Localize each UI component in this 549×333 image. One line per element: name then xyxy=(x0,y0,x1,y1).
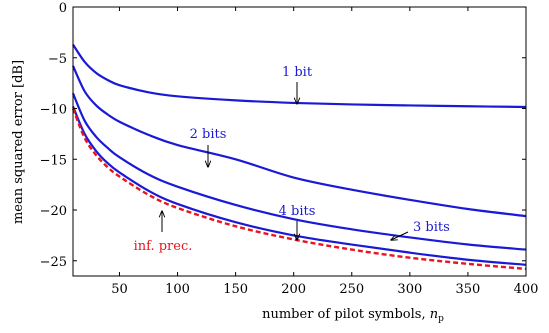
series-line-4 xyxy=(71,108,527,271)
x-tick-label: 150 xyxy=(223,282,248,297)
annotation-label: 1 bit xyxy=(282,65,313,80)
annotation-label: 3 bits xyxy=(413,220,450,235)
x-axis-label: number of pilot symbols, np xyxy=(262,307,444,324)
y-tick-label: −5 xyxy=(48,52,67,67)
x-tick-label: 100 xyxy=(165,282,190,297)
plot-frame xyxy=(72,6,527,277)
x-tick-label: 350 xyxy=(456,282,481,297)
x-tick-label: 400 xyxy=(514,282,539,297)
x-tick-label: 300 xyxy=(397,282,422,297)
x-axis-label-symbol: n xyxy=(430,307,438,322)
y-tick-label: −20 xyxy=(40,204,67,219)
series-line-3 xyxy=(71,106,527,266)
annotation-label: 2 bits xyxy=(190,127,227,142)
annotation-label: 4 bits xyxy=(279,204,316,219)
annotation-layer: 1 bit 2 bits 4 bits 3 bits inf. prec. xyxy=(134,65,450,254)
axes-layer: 50 100 150 200 250 300 350 400 0 −5 −10 −15 −20 −25 xyxy=(40,1,539,297)
series-layer xyxy=(71,43,527,271)
y-tick-label: −25 xyxy=(40,255,67,270)
annotation-label: inf. prec. xyxy=(134,239,193,254)
series-line-2 xyxy=(71,92,527,251)
x-tick-label: 250 xyxy=(339,282,364,297)
series-line-1 xyxy=(71,65,527,218)
y-tick-label: −15 xyxy=(40,153,67,168)
y-tick-label: −10 xyxy=(40,103,67,118)
x-axis-label-text: number of pilot symbols, xyxy=(262,307,430,322)
y-tick-label: 0 xyxy=(59,1,67,16)
series-line-0 xyxy=(72,43,527,109)
y-axis-label: mean squared error [dB] xyxy=(11,60,26,224)
x-tick-label: 50 xyxy=(111,282,128,297)
x-axis-label-subscript: p xyxy=(438,314,444,324)
x-tick-label: 200 xyxy=(281,282,306,297)
annotation-arrow xyxy=(391,231,409,240)
